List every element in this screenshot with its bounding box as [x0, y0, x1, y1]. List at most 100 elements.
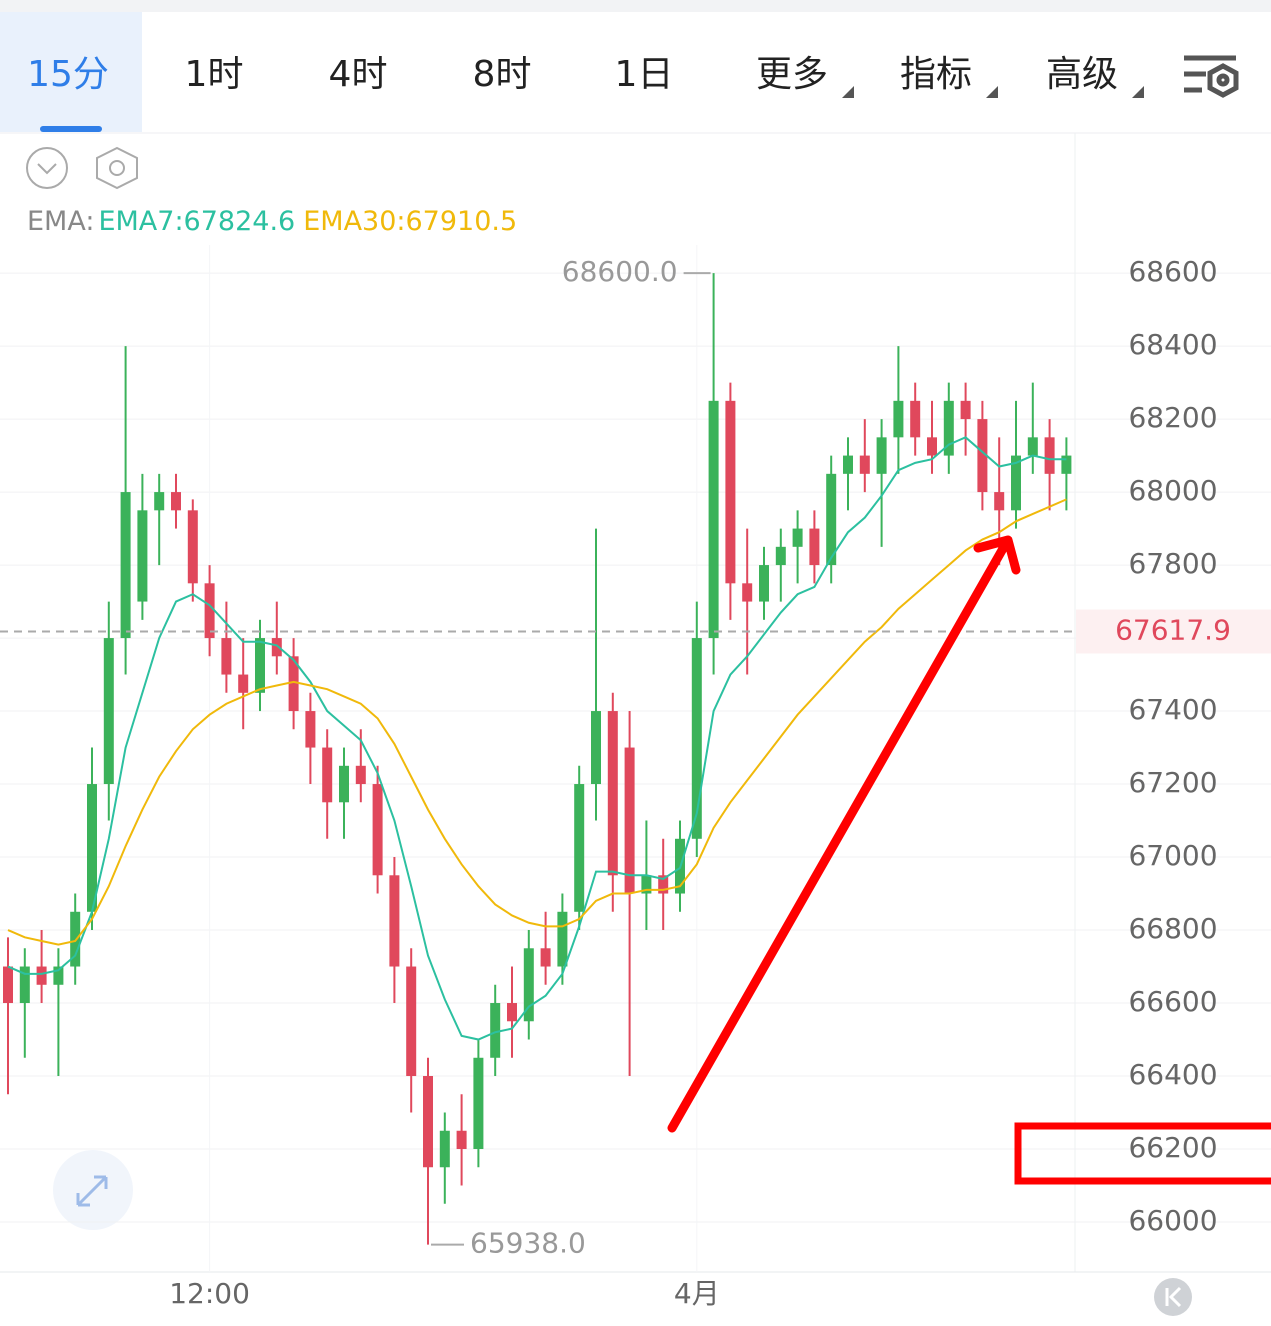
- candle-body: [120, 492, 131, 639]
- y-tick-label: 67800: [1128, 547, 1217, 580]
- candle-body: [977, 419, 988, 493]
- tab[interactable]: 1时: [185, 54, 244, 95]
- scroll-end-icon: [1165, 1286, 1182, 1308]
- top-strip: [0, 0, 1271, 12]
- tab-caret: [986, 86, 998, 98]
- collapse-icon[interactable]: [26, 147, 68, 189]
- tab[interactable]: 15分: [27, 54, 109, 95]
- candle-body: [759, 565, 769, 602]
- candle-body: [927, 437, 937, 456]
- tab[interactable]: 1日: [615, 54, 674, 95]
- y-tick-label: 67200: [1128, 766, 1217, 799]
- collapse-chevron: [37, 163, 57, 175]
- y-tick-label: 68000: [1128, 474, 1217, 507]
- tab[interactable]: 更多: [756, 54, 828, 95]
- legend-item: EMA30:67910.5: [303, 206, 517, 237]
- candle-body: [154, 492, 165, 511]
- candle-body: [187, 510, 198, 584]
- tab-caret: [1132, 86, 1144, 98]
- candle-body: [490, 1003, 501, 1058]
- candle-body: [557, 911, 568, 967]
- current-price-bg: [1076, 609, 1271, 654]
- settings-hex[interactable]: [96, 146, 138, 190]
- ema-line: [7, 436, 1067, 1041]
- candle-body: [994, 492, 1005, 511]
- candle-body: [339, 765, 349, 803]
- y-tick-label: 66800: [1128, 912, 1217, 945]
- candle-body: [3, 966, 13, 1004]
- annotation-arrowhead: [973, 535, 1021, 575]
- candle-body: [943, 400, 954, 456]
- candle-body: [423, 1076, 433, 1168]
- ema-line: [7, 498, 1067, 946]
- y-tick-label: 67000: [1128, 839, 1217, 872]
- fullscreen-icon: [76, 1175, 108, 1207]
- candle-body: [271, 638, 282, 657]
- candle-body: [1027, 437, 1038, 456]
- active-tab-bar: [40, 126, 102, 132]
- candle-body: [859, 455, 870, 474]
- high-label: 68600.0: [562, 255, 678, 288]
- candle-body: [439, 1130, 450, 1168]
- candle-body: [910, 400, 921, 438]
- candle-body: [322, 747, 333, 803]
- legend: EMA: EMA7:67824.6 EMA30:67910.5: [27, 206, 517, 237]
- candle-body: [103, 638, 114, 785]
- annotation-box: [1014, 1122, 1271, 1185]
- x-tick-label: 12:00: [169, 1277, 250, 1310]
- candle-body: [53, 966, 64, 985]
- tab[interactable]: 指标: [900, 54, 972, 95]
- candle-body: [473, 1057, 484, 1150]
- candle-body: [221, 638, 232, 675]
- candle-body: [355, 765, 366, 785]
- tab[interactable]: 高级: [1046, 54, 1118, 95]
- y-tick-label: 68400: [1128, 328, 1217, 361]
- candle-body: [1044, 437, 1055, 474]
- tab[interactable]: 4时: [329, 54, 388, 95]
- candle-body: [607, 711, 618, 876]
- y-tick-label: 68600: [1128, 255, 1217, 288]
- y-tick-label: 66400: [1128, 1058, 1217, 1091]
- low-label: 65938.0: [470, 1227, 586, 1260]
- tab[interactable]: 8时: [473, 54, 532, 95]
- y-tick-label: 68200: [1128, 401, 1217, 434]
- candle-body: [288, 656, 299, 712]
- legend-label: EMA:: [27, 206, 94, 237]
- x-tick-label: 4月: [674, 1277, 720, 1310]
- candle-body: [960, 400, 971, 420]
- candle-body: [792, 528, 803, 547]
- y-tick-label: 66000: [1128, 1204, 1217, 1237]
- candle-body: [742, 583, 753, 602]
- settings-hex-dot: [109, 160, 125, 176]
- candle-body: [658, 875, 669, 894]
- candle-body: [238, 674, 249, 693]
- candle-body: [87, 784, 97, 912]
- candle-body: [641, 875, 652, 894]
- candle-body: [775, 546, 786, 566]
- settings-icon[interactable]: [1184, 55, 1239, 98]
- candle-body: [826, 473, 837, 566]
- candle-body: [591, 711, 601, 785]
- candle-body: [893, 400, 904, 438]
- candle-body: [708, 400, 719, 639]
- y-tick-label: 66200: [1128, 1131, 1217, 1164]
- candle-body: [389, 875, 400, 967]
- candle-body: [36, 966, 47, 985]
- candle-body: [523, 948, 534, 1022]
- candle-body: [540, 948, 551, 967]
- candle-body: [725, 400, 736, 584]
- candle-body: [70, 911, 81, 967]
- y-tick-label: 66600: [1128, 985, 1217, 1018]
- candle-body: [372, 784, 383, 876]
- candle-body: [809, 528, 820, 566]
- candle-body: [843, 455, 853, 474]
- tab-caret: [842, 86, 854, 98]
- candle-body: [507, 1003, 517, 1022]
- candle-body: [574, 784, 585, 912]
- plot: 66000 66200 66400 66600 66800 67000 67200 67400…: [0, 245, 1271, 1310]
- candle-body: [171, 492, 181, 511]
- candle-body: [19, 966, 30, 1004]
- current-price-label: 67617.9: [1115, 614, 1231, 647]
